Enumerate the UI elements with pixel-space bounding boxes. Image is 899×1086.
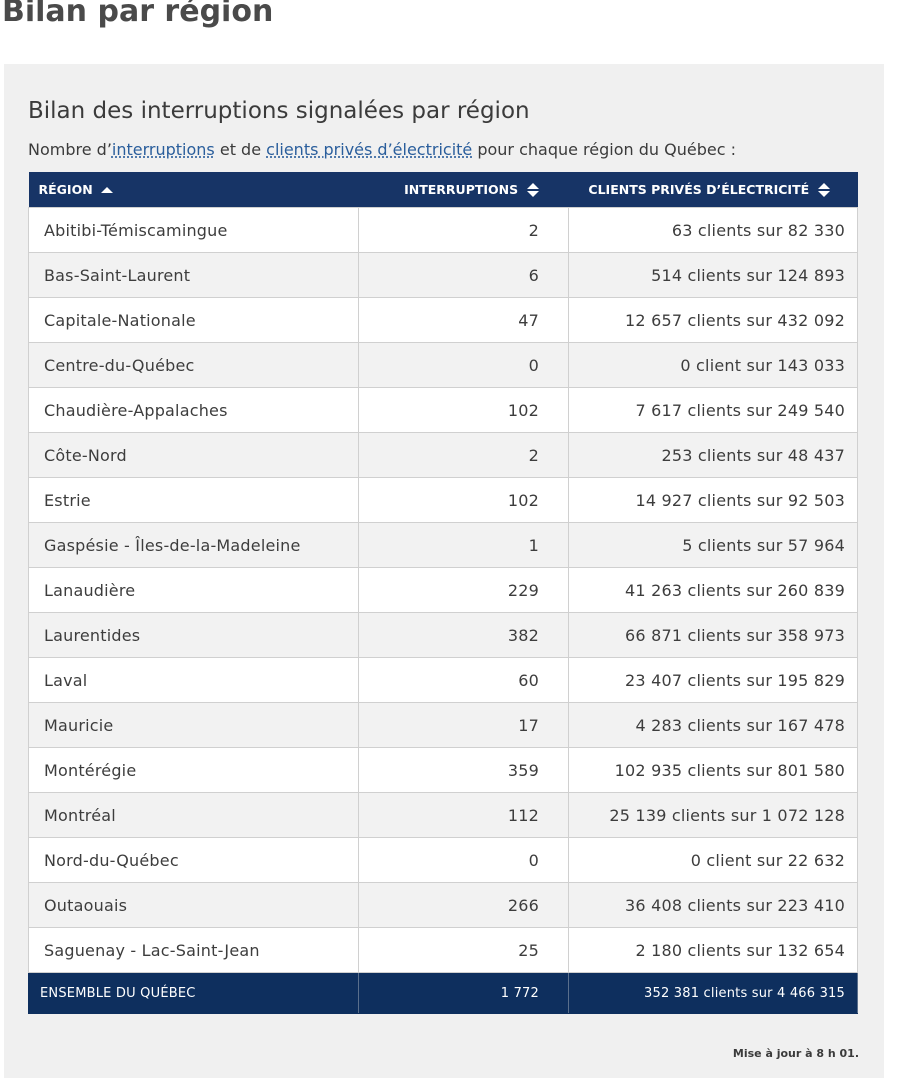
clients-cell: 63 clients sur 82 330	[568, 207, 858, 253]
region-cell: Montréal	[28, 792, 359, 838]
intro-prefix: Nombre d’	[28, 140, 112, 159]
table-row: Chaudière-Appalaches 102 7 617 clients sur…	[28, 387, 858, 433]
table-row: Gaspésie - Îles-de-la-Madeleine 1 5 client…	[28, 522, 858, 568]
total-interruptions: 1 772	[358, 972, 569, 1014]
clients-cell: 0 client sur 22 632	[568, 837, 858, 883]
clients-cell: 7 617 clients sur 249 540	[568, 387, 858, 433]
region-cell: Gaspésie - Îles-de-la-Madeleine	[28, 522, 359, 568]
sort-both-icon	[526, 183, 539, 198]
clients-cell: 0 client sur 143 033	[568, 342, 858, 388]
sort-both-icon	[817, 183, 830, 198]
interruptions-cell: 382	[358, 612, 569, 658]
clients-header-label: Clients privés d’électricité	[588, 181, 810, 197]
interruptions-cell: 2	[358, 432, 569, 478]
table-row: Bas-Saint-Laurent 6 514 clients sur 124 89…	[28, 252, 858, 298]
region-cell: Mauricie	[28, 702, 359, 748]
region-cell: Laval	[28, 657, 359, 703]
table-header-row: Région Interruptions Clients privés d’él…	[28, 172, 858, 208]
clients-cell: 253 clients sur 48 437	[568, 432, 858, 478]
region-cell: Chaudière-Appalaches	[28, 387, 359, 433]
interruptions-cell: 266	[358, 882, 569, 928]
table-row: Laval 60 23 407 clients sur 195 829	[28, 657, 858, 703]
table-row: Montréal 112 25 139 clients sur 1 072 128	[28, 792, 858, 838]
interruptions-cell: 112	[358, 792, 569, 838]
clients-cell: 25 139 clients sur 1 072 128	[568, 792, 858, 838]
interruptions-cell: 60	[358, 657, 569, 703]
region-summary-panel: Bilan des interruptions signalées par ré…	[4, 64, 884, 1078]
table-row: Abitibi-Témiscamingue 2 63 clients sur 82 …	[28, 207, 858, 253]
region-header-label: Région	[38, 182, 93, 197]
sort-by-region-header[interactable]: Région	[28, 172, 359, 208]
table-row: Nord-du-Québec 0 0 client sur 22 632	[28, 837, 858, 883]
table-row: Centre-du-Québec 0 0 client sur 143 033	[28, 342, 858, 388]
table-row: Laurentides 382 66 871 clients sur 358 973	[28, 612, 858, 658]
region-cell: Lanaudière	[28, 567, 359, 613]
region-cell: Estrie	[28, 477, 359, 523]
table-row: Mauricie 17 4 283 clients sur 167 478	[28, 702, 858, 748]
region-cell: Montérégie	[28, 747, 359, 793]
interruptions-cell: 25	[358, 927, 569, 973]
table-row: Outaouais 266 36 408 clients sur 223 410	[28, 882, 858, 928]
sort-ascending-icon	[101, 186, 114, 195]
update-timestamp: Mise à jour à 8 h 01.	[732, 1047, 859, 1060]
region-cell: Bas-Saint-Laurent	[28, 252, 359, 298]
table-row: Côte-Nord 2 253 clients sur 48 437	[28, 432, 858, 478]
table-row: Montérégie 359 102 935 clients sur 801 580	[28, 747, 858, 793]
region-cell: Outaouais	[28, 882, 359, 928]
clients-cell: 14 927 clients sur 92 503	[568, 477, 858, 523]
clients-cell: 12 657 clients sur 432 092	[568, 297, 858, 343]
interruptions-cell: 102	[358, 387, 569, 433]
interruptions-cell: 1	[358, 522, 569, 568]
table-row: Estrie 102 14 927 clients sur 92 503	[28, 477, 858, 523]
interruptions-cell: 6	[358, 252, 569, 298]
clients-cell: 23 407 clients sur 195 829	[568, 657, 858, 703]
interruptions-link[interactable]: interruptions	[111, 140, 215, 159]
sort-by-clients-header[interactable]: Clients privés d’électricité	[568, 172, 858, 208]
interruptions-cell: 229	[358, 567, 569, 613]
region-cell: Saguenay - Lac-Saint-Jean	[28, 927, 359, 973]
region-cell: Laurentides	[28, 612, 359, 658]
total-clients: 352 381 clients sur 4 466 315	[568, 972, 858, 1014]
interruptions-cell: 17	[358, 702, 569, 748]
panel-title: Bilan des interruptions signalées par ré…	[28, 98, 530, 124]
region-cell: Abitibi-Témiscamingue	[28, 207, 359, 253]
clients-cell: 2 180 clients sur 132 654	[568, 927, 858, 973]
sort-by-interruptions-header[interactable]: Interruptions	[358, 172, 569, 208]
interruptions-cell: 359	[358, 747, 569, 793]
total-row: Ensemble du Québec 1 772 352 381 clients…	[28, 972, 858, 1014]
interruptions-cell: 2	[358, 207, 569, 253]
clients-cell: 66 871 clients sur 358 973	[568, 612, 858, 658]
region-cell: Nord-du-Québec	[28, 837, 359, 883]
clients-cell: 4 283 clients sur 167 478	[568, 702, 858, 748]
region-cell: Centre-du-Québec	[28, 342, 359, 388]
intro-suffix: pour chaque région du Québec :	[472, 140, 736, 159]
table-row: Lanaudière 229 41 263 clients sur 260 839	[28, 567, 858, 613]
region-cell: Capitale-Nationale	[28, 297, 359, 343]
table-row: Capitale-Nationale 47 12 657 clients sur 4…	[28, 297, 858, 343]
interruptions-header-label: Interruptions	[404, 181, 519, 197]
interruptions-cell: 47	[358, 297, 569, 343]
clients-cell: 41 263 clients sur 260 839	[568, 567, 858, 613]
clients-cell: 514 clients sur 124 893	[568, 252, 858, 298]
interruptions-cell: 0	[358, 342, 569, 388]
intro-text: Nombre d’interruptions et de clients pri…	[28, 140, 736, 159]
clients-cell: 36 408 clients sur 223 410	[568, 882, 858, 928]
page-title: Bilan par région	[2, 0, 274, 29]
region-table: Région Interruptions Clients privés d’él…	[28, 172, 858, 1014]
region-cell: Côte-Nord	[28, 432, 359, 478]
clients-cell: 102 935 clients sur 801 580	[568, 747, 858, 793]
table-row: Saguenay - Lac-Saint-Jean 25 2 180 clients…	[28, 927, 858, 973]
interruptions-cell: 0	[358, 837, 569, 883]
total-region: Ensemble du Québec	[28, 972, 359, 1014]
interruptions-cell: 102	[358, 477, 569, 523]
clients-cell: 5 clients sur 57 964	[568, 522, 858, 568]
clients-prives-link[interactable]: clients privés d’électricité	[266, 140, 473, 159]
intro-middle: et de	[214, 140, 267, 159]
